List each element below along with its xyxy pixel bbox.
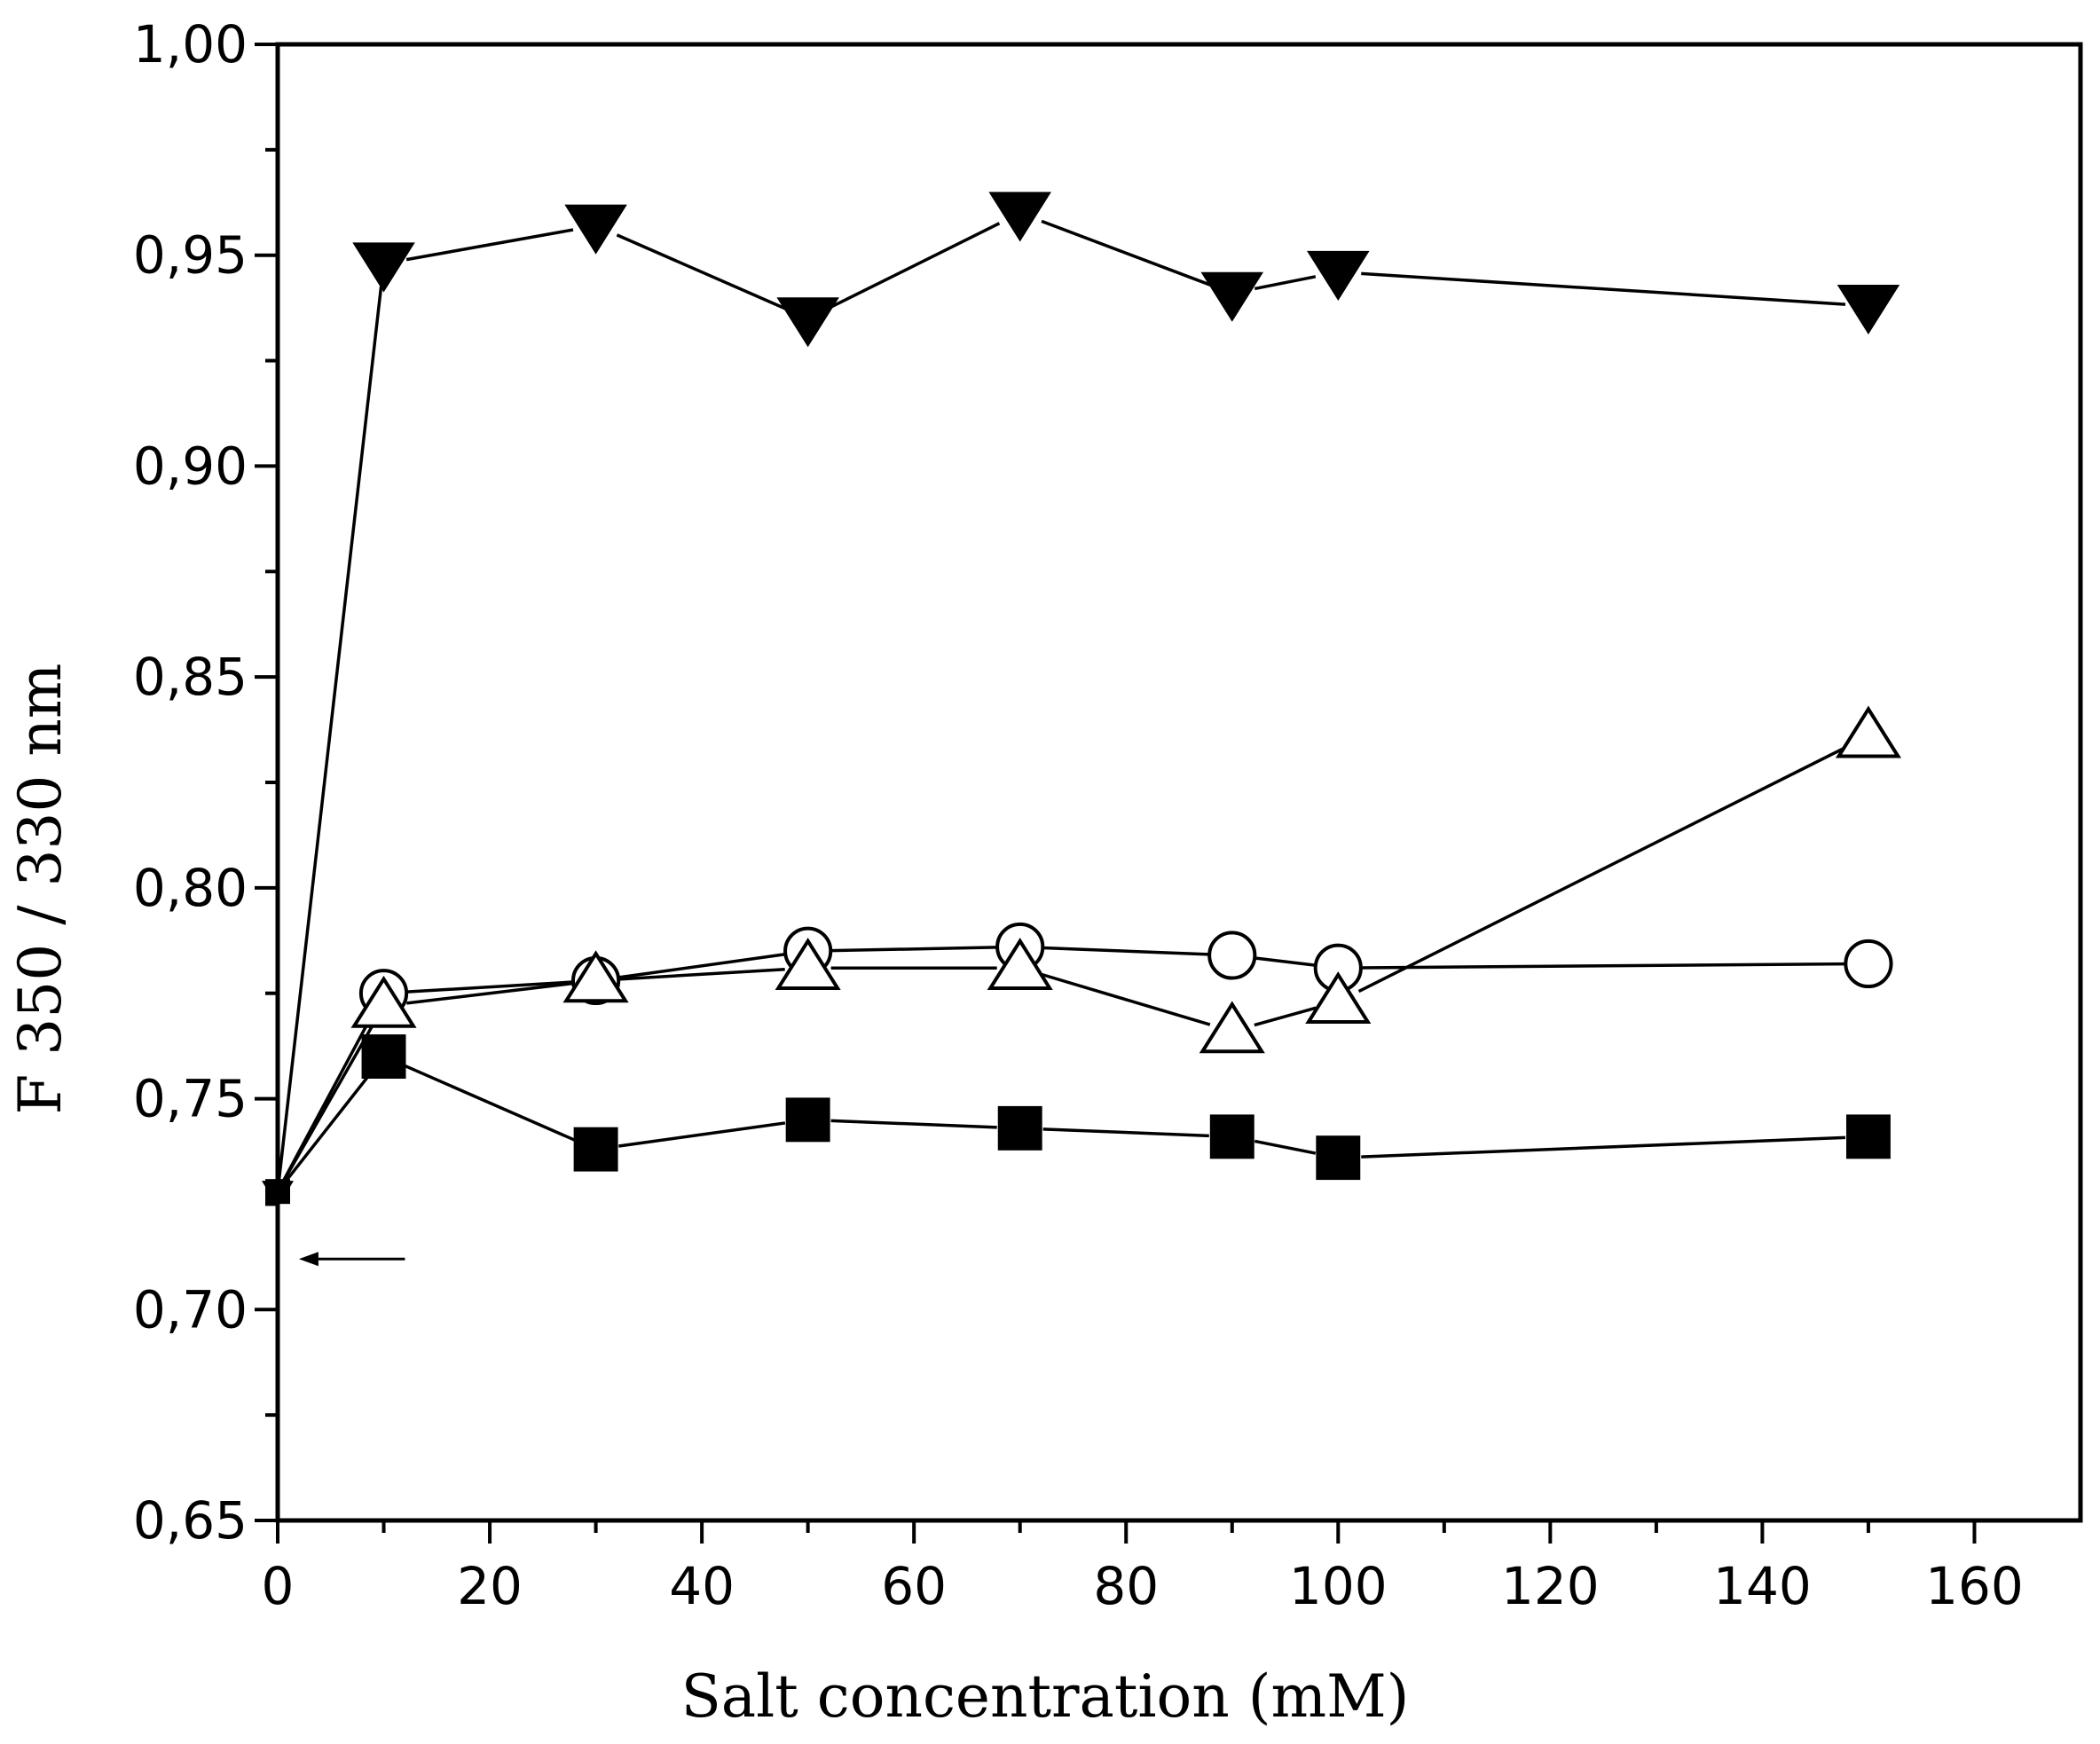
open-triangle-segment [278,1025,374,1190]
filled-square-segment [618,1121,786,1148]
series-lines-group [276,219,1849,1190]
open-circle-segment [1254,956,1316,967]
x-tick-label: 80 [1093,1556,1159,1616]
y-tick-label: 0,65 [133,1490,248,1551]
open-circle-segment [406,980,573,994]
origin-triangle-point [262,1181,294,1208]
y-tick-label: 0,90 [133,436,248,496]
open-circle-segment [1361,962,1845,970]
filled-down-triangle-point [564,204,627,255]
open-triangle-segment [1042,972,1211,1026]
filled-down-triangle-segment [1361,271,1846,306]
y-tick-label: 0,85 [133,647,248,707]
open-triangle-point [350,975,417,1028]
filled-square-point [1316,1135,1361,1181]
filled-down-triangle-segment [616,233,788,311]
open-triangle-segment [618,967,785,981]
filled-square-segment [1361,1135,1846,1159]
y-axis-title: F 350 / 330 nm [6,664,75,1115]
filled-square-segment [830,1119,997,1129]
x-tick-label: 160 [1925,1556,2024,1616]
filled-square-segment [404,1064,576,1142]
y-tick-label: 1,00 [133,14,248,75]
filled-square-point [361,1034,406,1079]
y-tick-label: 0,70 [133,1279,248,1339]
series-markers-group [262,192,1902,1208]
axes-group: 0 20 40 60 80 100 120 140 160 0,65 0,70 0,75 0,80 0,8… [133,14,2083,1616]
open-triangle-segment [406,981,573,1005]
x-tick-label: 40 [669,1556,735,1616]
filled-square-point [997,1105,1042,1151]
filled-down-triangle-segment [1254,275,1317,291]
x-tick-label: 20 [457,1556,523,1616]
filled-down-triangle-segment [405,228,574,262]
open-circle-point [1207,931,1257,980]
x-tick-label: 60 [881,1556,947,1616]
x-tick-label: 120 [1501,1556,1600,1616]
filled-down-triangle-point [1837,284,1900,335]
filled-down-triangle-point [988,192,1051,242]
filled-square-point [1845,1114,1891,1159]
x-tick-label: 100 [1289,1556,1388,1616]
open-triangle-point [1305,971,1372,1025]
filled-down-triangle-segment [276,286,383,1189]
open-circle-segment [618,953,786,979]
filled-square-point [785,1097,830,1143]
open-circle-segment [1042,946,1209,956]
arrow-head [298,1252,319,1267]
filled-square-segment [279,1073,371,1190]
y-tick-label: 0,95 [133,225,248,286]
x-axis-title: Salt concentration (mM) [681,1662,1410,1731]
filled-square-segment [1042,1127,1209,1138]
open-triangle-point [987,938,1053,990]
filled-square-segment [1254,1139,1317,1155]
open-triangle-point [775,938,841,990]
filled-down-triangle-point [352,242,415,293]
filled-square-point [1209,1114,1254,1159]
annotation-group [298,1252,405,1267]
filled-down-triangle-point [776,297,839,348]
open-triangle-segment [1254,1006,1317,1027]
open-triangle-point [562,950,629,1003]
y-tick-label: 0,80 [133,858,248,918]
filled-square-point [573,1127,618,1172]
open-triangle-segment [1357,744,1849,994]
filled-down-triangle-point [1307,250,1370,302]
open-triangle-point [1835,705,1902,758]
plot-frame [275,42,2083,1523]
open-triangle-point [1199,1001,1265,1054]
open-circle-point [1844,939,1893,989]
x-tick-label: 140 [1713,1556,1812,1616]
y-tick-label: 0,75 [133,1069,248,1129]
open-circle-segment [830,946,997,953]
x-tick-label: 0 [262,1556,295,1616]
filled-down-triangle-segment [828,222,1001,310]
filled-down-triangle-point [1200,271,1264,322]
filled-down-triangle-segment [1041,219,1212,287]
